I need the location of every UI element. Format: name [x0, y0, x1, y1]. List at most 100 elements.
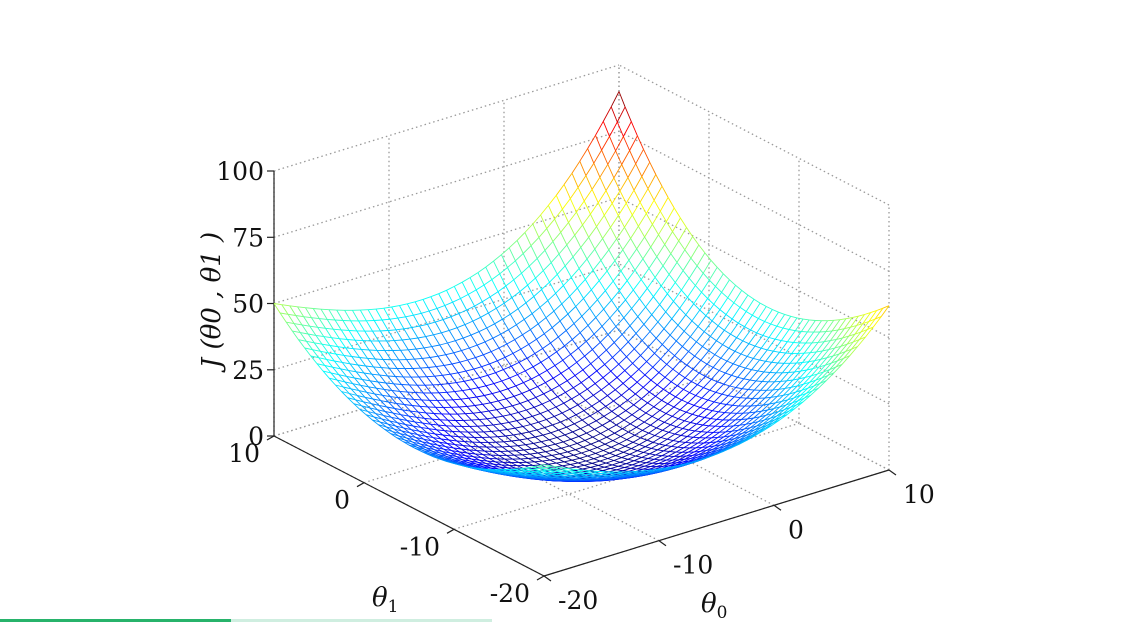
mesh-segment: [666, 455, 675, 461]
mesh-segment: [491, 430, 500, 432]
mesh-segment: [748, 425, 757, 433]
mesh-segment: [289, 305, 298, 308]
mesh-segment: [590, 470, 599, 472]
mesh-segment: [696, 423, 703, 426]
mesh-segment: [535, 393, 544, 398]
mesh-segment: [732, 353, 742, 365]
mesh-segment: [537, 323, 545, 334]
mesh-segment: [543, 393, 551, 401]
mesh-segment: [759, 302, 767, 307]
mesh-segment: [586, 248, 596, 260]
mesh-segment: [733, 419, 742, 427]
mesh-segment: [388, 401, 397, 404]
mesh-segment: [583, 405, 592, 411]
mesh-segment: [330, 372, 338, 381]
video-progress-track[interactable]: [0, 619, 492, 622]
mesh-segment: [748, 332, 758, 344]
mesh-segment: [318, 318, 326, 329]
mesh-segment: [678, 411, 687, 420]
mesh-segment: [677, 385, 684, 390]
mesh-segment: [868, 310, 878, 322]
mesh-segment: [405, 424, 414, 427]
mesh-segment: [420, 367, 428, 377]
mesh-segment: [825, 320, 835, 332]
mesh-segment: [520, 348, 528, 359]
mesh-segment: [584, 349, 593, 357]
mesh-segment: [628, 388, 636, 395]
mesh-segment: [573, 454, 581, 459]
mesh-segment: [655, 174, 663, 187]
mesh-segment: [767, 372, 777, 383]
mesh-segment: [581, 449, 590, 454]
mesh-segment: [654, 429, 663, 436]
mesh-segment: [459, 431, 467, 438]
mesh-segment: [618, 463, 627, 467]
mesh-segment: [593, 458, 601, 462]
mesh-segment: [485, 425, 492, 432]
mesh-segment: [660, 349, 669, 360]
mesh-segment: [520, 458, 527, 463]
mesh-segment: [421, 399, 429, 408]
mesh-segment: [636, 421, 645, 428]
mesh-segment: [838, 328, 845, 331]
mesh-segment: [507, 450, 515, 456]
mesh-segment: [809, 379, 816, 383]
mesh-segment: [781, 340, 788, 343]
mesh-segment: [588, 376, 596, 384]
mesh-segment: [594, 248, 602, 261]
mesh-segment: [523, 319, 531, 330]
mesh-segment: [746, 389, 755, 399]
mesh-segment: [773, 350, 780, 353]
mesh-segment: [551, 465, 560, 468]
mesh-segment: [550, 429, 559, 434]
x-tick-label: -10: [673, 551, 713, 580]
mesh-segment: [514, 426, 523, 429]
mesh-segment: [497, 400, 505, 409]
mesh-segment: [629, 325, 637, 334]
mesh-segment: [559, 466, 568, 469]
mesh-segment: [364, 330, 372, 342]
mesh-segment: [493, 254, 502, 262]
mesh-segment: [822, 340, 831, 352]
mesh-segment: [370, 340, 378, 351]
mesh-segment: [568, 211, 577, 223]
mesh-segment: [483, 430, 492, 433]
mesh-segment: [745, 358, 754, 369]
mesh-segment: [484, 450, 492, 456]
mesh-segment: [577, 400, 586, 406]
mesh-segment: [741, 412, 750, 420]
mesh-segment: [756, 419, 765, 427]
mesh-segment: [430, 423, 439, 426]
mesh-segment: [563, 285, 570, 297]
mesh-segment: [299, 332, 307, 342]
mesh-segment: [377, 381, 385, 390]
mesh-segment: [411, 429, 418, 435]
mesh-segment: [709, 441, 717, 444]
mesh-segment: [568, 445, 576, 451]
mesh-segment: [505, 285, 513, 298]
mesh-segment: [529, 453, 537, 459]
mesh-segment: [620, 270, 628, 281]
mesh-segment: [735, 387, 743, 390]
mesh-segment: [707, 391, 717, 401]
mesh-segment: [566, 244, 574, 258]
mesh-segment: [389, 318, 397, 331]
mesh-segment: [451, 363, 459, 374]
mesh-segment: [808, 360, 815, 363]
mesh-segment: [597, 299, 605, 310]
mesh-segment: [524, 415, 533, 420]
mesh-segment: [605, 460, 615, 464]
mesh-segment: [382, 394, 391, 398]
mesh-segment: [655, 388, 664, 397]
mesh-segment: [789, 391, 796, 395]
mesh-segment: [425, 435, 432, 442]
mesh-segment: [609, 121, 618, 137]
mesh-segment: [738, 397, 747, 407]
mesh-segment: [705, 432, 714, 439]
mesh-segment: [705, 401, 715, 410]
mesh-segment: [549, 396, 558, 402]
mesh-segment: [694, 430, 702, 433]
mesh-segment: [833, 319, 840, 321]
mesh-segment: [376, 387, 385, 390]
mesh-segment: [804, 352, 811, 354]
